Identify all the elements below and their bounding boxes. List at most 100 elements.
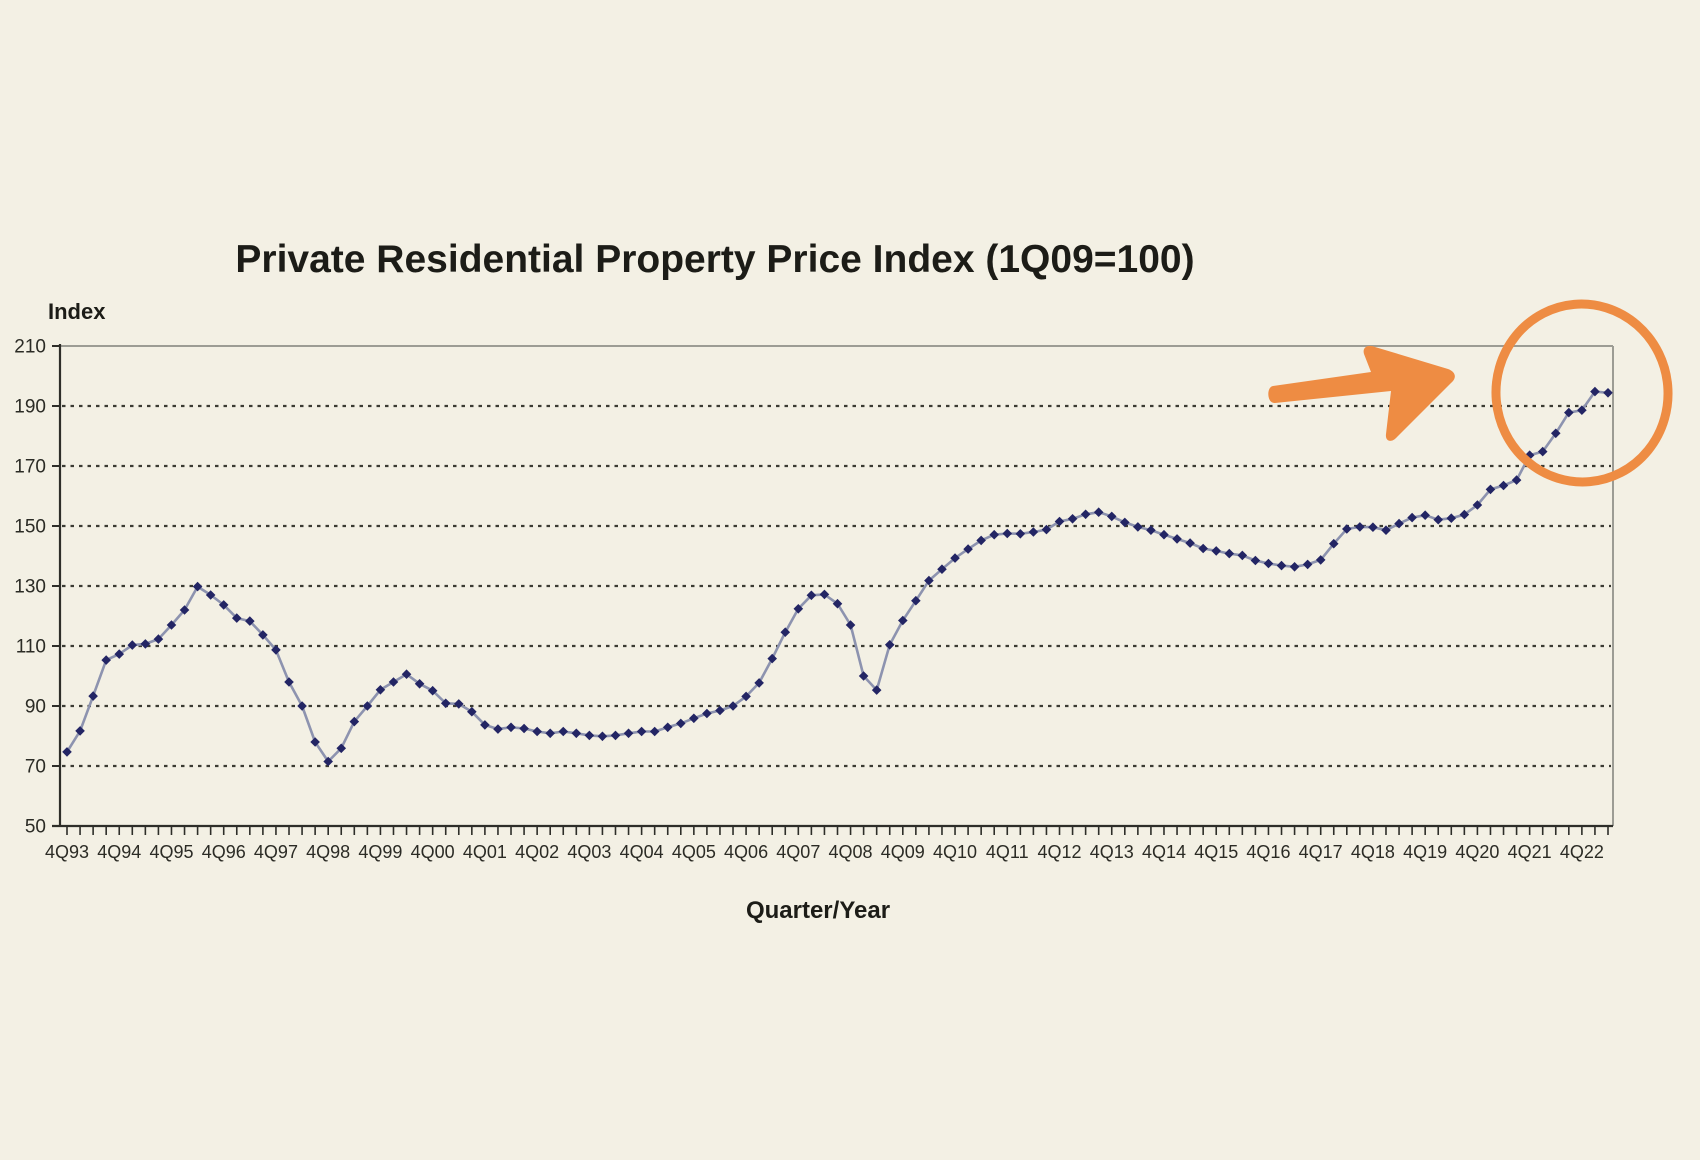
data-point-marker <box>545 728 555 739</box>
data-point-marker <box>1564 407 1574 418</box>
x-tick-label: 4Q14 <box>1142 842 1186 862</box>
x-tick-label: 4Q19 <box>1403 842 1447 862</box>
x-axis-title: Quarter/Year <box>745 897 891 924</box>
y-tick-label: 190 <box>14 397 46 418</box>
data-point-marker <box>1485 484 1496 495</box>
data-point-marker <box>689 713 699 724</box>
data-point-marker <box>414 679 425 689</box>
data-point-marker <box>467 706 477 717</box>
data-point-marker <box>1603 388 1613 398</box>
data-point-marker <box>950 553 960 563</box>
data-point-marker <box>1420 510 1430 520</box>
data-point-marker <box>1159 529 1169 540</box>
data-point-marker <box>571 728 582 739</box>
data-point-marker <box>258 630 268 640</box>
x-tick-label: 4Q04 <box>620 842 664 862</box>
data-point-marker <box>897 615 908 626</box>
data-point-marker <box>192 581 203 592</box>
data-point-marker <box>1263 558 1274 569</box>
data-point-marker <box>1328 538 1339 549</box>
data-point-marker <box>1120 517 1130 528</box>
data-point-marker <box>1054 516 1065 527</box>
data-point-marker <box>845 620 856 630</box>
data-point-marker <box>597 731 608 742</box>
x-tick-label: 4Q15 <box>1194 842 1238 862</box>
y-axis-title: Index <box>48 299 106 324</box>
data-point-marker <box>636 726 647 737</box>
x-tick-label: 4Q06 <box>724 842 768 862</box>
data-point-marker <box>153 634 164 644</box>
data-point-marker <box>767 653 778 664</box>
data-point-marker <box>858 671 869 681</box>
x-tick-label: 4Q01 <box>463 842 507 862</box>
data-point-marker <box>401 669 412 679</box>
data-point-marker <box>1590 386 1600 397</box>
data-point-marker <box>1355 522 1365 532</box>
data-point-marker <box>1106 511 1117 522</box>
data-point-marker <box>1185 538 1195 548</box>
y-tick-label: 130 <box>14 577 46 598</box>
data-point-marker <box>362 701 373 711</box>
x-tick-label: 4Q20 <box>1455 842 1499 862</box>
data-point-marker <box>1276 560 1287 571</box>
data-point-marker <box>480 720 490 730</box>
data-point-marker <box>715 705 725 716</box>
data-point-marker <box>179 605 190 615</box>
x-tick-label: 4Q96 <box>202 842 246 862</box>
data-point-marker <box>649 726 660 737</box>
data-point-marker <box>1511 475 1522 485</box>
data-point-marker <box>440 698 451 709</box>
data-point-marker <box>218 600 229 610</box>
data-point-marker <box>1133 522 1143 532</box>
data-point-marker <box>884 640 895 650</box>
data-point-marker <box>976 535 986 546</box>
data-point-marker <box>937 564 947 574</box>
data-point-marker <box>1067 514 1078 524</box>
data-point-marker <box>427 685 438 696</box>
data-point-marker <box>806 590 817 601</box>
x-tick-label: 4Q17 <box>1299 842 1343 862</box>
x-tick-label: 4Q94 <box>97 842 141 862</box>
data-point-marker <box>702 708 712 719</box>
y-tick-label: 210 <box>14 337 46 358</box>
x-tick-label: 4Q07 <box>776 842 820 862</box>
chart-title: Private Residential Property Price Index… <box>235 238 1195 281</box>
data-point-marker <box>793 604 804 614</box>
data-point-marker <box>1146 525 1156 535</box>
data-point-marker <box>1550 428 1561 439</box>
x-tick-label: 4Q00 <box>411 842 455 862</box>
x-tick-label: 4Q02 <box>515 842 559 862</box>
data-point-marker <box>1577 405 1587 415</box>
x-tick-label: 4Q97 <box>254 842 298 862</box>
data-point-marker <box>1028 527 1039 537</box>
x-tick-label: 4Q99 <box>358 842 402 862</box>
data-point-marker <box>1498 480 1509 491</box>
x-tick-label: 4Q12 <box>1037 842 1081 862</box>
data-point-marker <box>819 589 830 600</box>
data-point-marker <box>1224 548 1235 559</box>
x-tick-label: 4Q95 <box>149 842 193 862</box>
data-point-marker <box>780 627 791 637</box>
data-point-marker <box>310 737 320 747</box>
data-point-marker <box>140 639 151 649</box>
data-point-marker <box>245 616 255 626</box>
y-tick-label: 110 <box>16 637 46 658</box>
data-point-marker <box>1433 514 1444 525</box>
data-point-marker <box>1446 513 1457 523</box>
data-point-marker <box>741 691 751 702</box>
data-point-marker <box>1381 525 1391 535</box>
data-point-marker <box>1537 446 1548 457</box>
data-point-marker <box>871 685 882 695</box>
data-point-marker <box>728 701 738 711</box>
data-point-marker <box>1394 518 1404 529</box>
data-point-marker <box>1080 509 1091 520</box>
data-point-marker <box>388 677 399 687</box>
data-point-marker <box>127 640 138 650</box>
data-point-marker <box>623 728 634 739</box>
data-point-marker <box>662 722 673 733</box>
data-point-marker <box>271 645 281 655</box>
y-tick-label: 90 <box>25 697 46 718</box>
data-point-marker <box>493 724 503 734</box>
x-tick-label: 4Q08 <box>829 842 873 862</box>
